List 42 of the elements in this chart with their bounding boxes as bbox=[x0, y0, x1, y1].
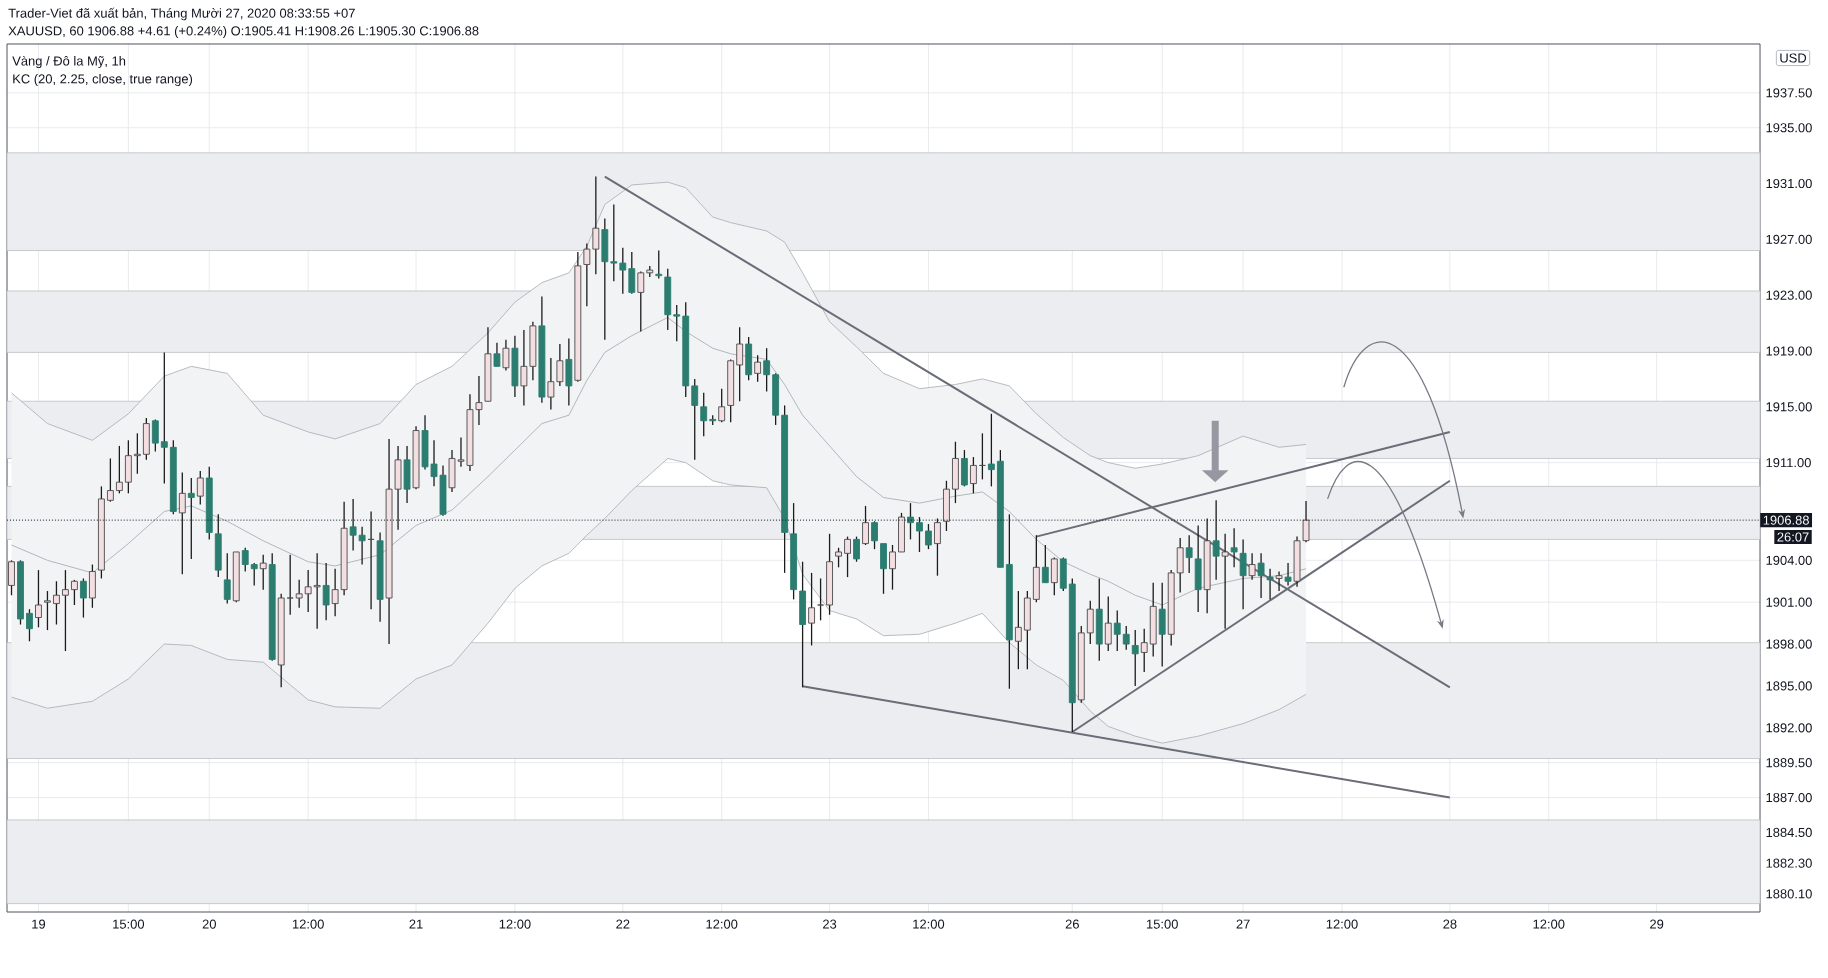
y-tick-label: 1901.00 bbox=[1766, 597, 1812, 607]
chart-title: Trader-Viet đã xuất bản, Tháng Mười 27, 2020 08:33:55 +07 bbox=[8, 7, 355, 21]
y-tick-label: 1884.50 bbox=[1766, 827, 1812, 838]
x-tick-label: 15:00 bbox=[1146, 919, 1178, 929]
y-tick-label: 1892.00 bbox=[1766, 723, 1812, 733]
y-tick-label: 1923.00 bbox=[1766, 290, 1812, 300]
x-tick-label: 19 bbox=[32, 919, 46, 929]
y-tick-label: 1880.10 bbox=[1766, 889, 1812, 899]
annotation: Vàng / Đô la Mỹ, 1h bbox=[12, 55, 126, 69]
y-tick-label: 1898.00 bbox=[1766, 639, 1812, 649]
chart-subtitle: XAUUSD, 60 1906.88 +4.61 (+0.24%) O:1905.41 H:1908.26 L:1905.30 C:1906.88 bbox=[8, 25, 479, 39]
y-tick-label: 1895.00 bbox=[1766, 681, 1812, 691]
y-tick-label: 1927.00 bbox=[1766, 234, 1812, 244]
y-tick-label: 1919.00 bbox=[1766, 346, 1812, 356]
x-tick-label: 12:00 bbox=[1533, 919, 1565, 929]
x-tick-label: 23 bbox=[823, 919, 837, 929]
x-tick-label: 21 bbox=[409, 919, 423, 929]
x-tick-label: 15:00 bbox=[113, 919, 145, 929]
y-tick-label: 1882.30 bbox=[1766, 858, 1812, 868]
x-tick-label: 27 bbox=[1236, 919, 1250, 929]
y-tick-label: 1931.00 bbox=[1766, 178, 1812, 189]
y-tick-label: 1935.00 bbox=[1766, 123, 1812, 133]
y-tick-label: 1904.00 bbox=[1766, 555, 1812, 565]
text: USD bbox=[1780, 53, 1807, 63]
y-tick-label: 1887.00 bbox=[1766, 792, 1812, 803]
x-tick-label: 29 bbox=[1650, 919, 1664, 929]
x-tick-label: 28 bbox=[1443, 919, 1457, 929]
x-tick-label: 22 bbox=[616, 919, 630, 929]
x-tick-label: 12:00 bbox=[292, 919, 324, 929]
y-tick-label: 1911.00 bbox=[1766, 458, 1811, 468]
x-tick-label: 12:00 bbox=[499, 919, 531, 929]
x-tick-label: 12:00 bbox=[706, 919, 738, 929]
x-tick-label: 20 bbox=[202, 919, 216, 929]
y-tick-label: 1915.00 bbox=[1766, 402, 1812, 412]
x-tick-label: 26 bbox=[1065, 919, 1079, 929]
y-tick-label: 1937.50 bbox=[1766, 88, 1812, 98]
x-tick-label: 12:00 bbox=[913, 919, 945, 929]
y-tick-label: 1889.50 bbox=[1766, 758, 1812, 768]
annotation: KC (20, 2.25, close, true range) bbox=[13, 73, 193, 87]
ref-line-label: 1906.88 bbox=[1763, 515, 1809, 525]
text: 26:07 bbox=[1777, 532, 1809, 542]
x-tick-label: 12:00 bbox=[1326, 919, 1358, 929]
